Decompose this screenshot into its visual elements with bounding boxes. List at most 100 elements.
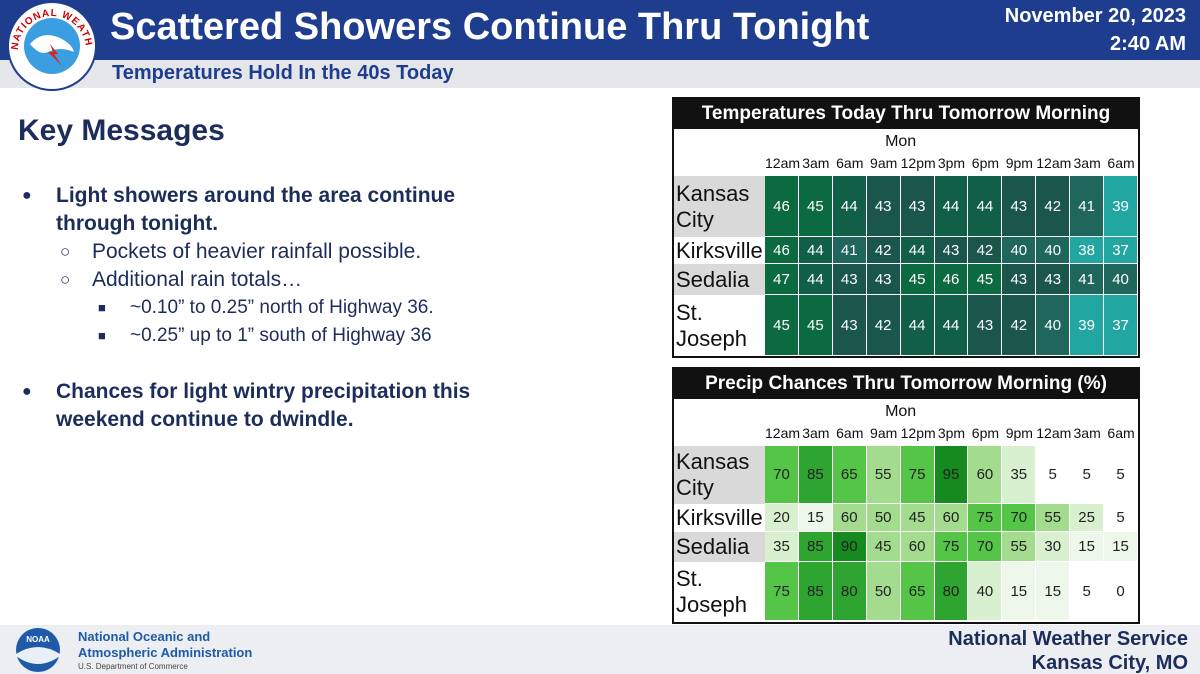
value-cell: 85	[798, 532, 833, 562]
value-cell: 40	[1036, 237, 1071, 264]
time-label: 3pm	[937, 425, 966, 441]
time-label: 12am	[1036, 155, 1072, 171]
value-cell: 43	[832, 295, 867, 356]
value-cell: 75	[900, 446, 935, 504]
value-cell: 42	[866, 237, 901, 264]
value-cell: 5	[1036, 446, 1071, 504]
value-cell: 43	[866, 176, 901, 237]
temperature-table: Temperatures Today Thru Tomorrow Morning…	[672, 97, 1140, 358]
date: November 20, 2023	[1004, 5, 1186, 27]
footer-bar	[0, 625, 1200, 674]
value-cell: 43	[900, 176, 935, 237]
bullet: Chances for light wintry precipitation t…	[22, 378, 522, 434]
value-cell: 40	[1002, 237, 1037, 264]
time-label: 3pm	[937, 155, 966, 171]
value-cell: 44	[798, 237, 833, 264]
station-label: Kirksville	[674, 237, 765, 264]
value-cell: 15	[1104, 532, 1138, 562]
value-cell: 43	[1002, 176, 1037, 237]
value-cell: 60	[934, 504, 969, 532]
noaa-line1: National Oceanic and	[78, 629, 211, 644]
noaa-logo-text: NOAA	[26, 635, 50, 644]
value-cell: 46	[765, 237, 799, 264]
time-label: 9pm	[1005, 425, 1033, 441]
title: Scattered Showers Continue Thru Tonight	[110, 6, 870, 48]
bullet: Light showers around the area continue t…	[22, 182, 522, 238]
time-label: 12pm	[900, 155, 936, 171]
time-label: 3am	[802, 425, 830, 441]
value-cell: 15	[1036, 562, 1071, 621]
value-cell: 0	[1104, 562, 1138, 621]
value-cell: 5	[1104, 504, 1138, 532]
value-cell: 44	[900, 237, 935, 264]
value-cell: 42	[1036, 176, 1071, 237]
value-cell: 45	[798, 176, 833, 237]
nws-name: National Weather Service	[948, 628, 1188, 650]
value-cell: 42	[866, 295, 901, 356]
time-label: 6pm	[971, 425, 1000, 441]
value-cell: 85	[798, 446, 833, 504]
value-cell: 45	[900, 504, 935, 532]
time-label: 12am	[765, 155, 801, 171]
value-cell: 41	[832, 237, 867, 264]
value-cell: 45	[900, 264, 935, 295]
value-cell: 60	[968, 446, 1003, 504]
noaa-line2: Atmospheric Administration	[78, 645, 253, 660]
value-cell: 70	[1002, 504, 1037, 532]
value-cell: 44	[798, 264, 833, 295]
value-cell: 46	[934, 264, 969, 295]
station-label: Kirksville	[674, 504, 765, 532]
time-label: 3am	[1073, 155, 1101, 171]
value-cell: 42	[1002, 295, 1037, 356]
value-cell: 43	[968, 295, 1003, 356]
station-label: St. Joseph	[674, 295, 765, 356]
value-cell: 44	[968, 176, 1003, 237]
department: U.S. Department of Commerce	[78, 662, 188, 671]
value-cell: 15	[1070, 532, 1105, 562]
sub-sub-bullet: ~0.25” up to 1” south of Highway 36	[22, 322, 522, 350]
value-cell: 65	[900, 562, 935, 621]
value-cell: 85	[798, 562, 833, 621]
station-label: Sedalia	[674, 264, 765, 295]
value-cell: 75	[968, 504, 1003, 532]
station-label: Sedalia	[674, 532, 765, 562]
value-cell: 50	[866, 504, 901, 532]
value-cell: 50	[866, 562, 901, 621]
sub-sub-bullet: ~0.10” to 0.25” north of Highway 36.	[22, 294, 522, 322]
bullet-list: Light showers around the area continue t…	[22, 182, 522, 434]
time-label: 6pm	[971, 155, 1000, 171]
value-cell: 70	[968, 532, 1003, 562]
value-cell: 43	[866, 264, 901, 295]
value-cell: 55	[866, 446, 901, 504]
time-label: 9am	[870, 155, 898, 171]
value-cell: 41	[1070, 264, 1105, 295]
station-label: Kansas City	[674, 176, 765, 237]
value-cell: 39	[1104, 176, 1138, 237]
value-cell: 43	[1002, 264, 1037, 295]
value-cell: 43	[1036, 264, 1071, 295]
value-cell: 40	[968, 562, 1003, 621]
noaa-logo: NOAA	[16, 628, 60, 672]
value-cell: 5	[1070, 446, 1105, 504]
value-cell: 20	[765, 504, 799, 532]
value-cell: 45	[968, 264, 1003, 295]
station-label: St. Joseph	[674, 562, 765, 621]
sub-bullet: Additional rain totals…	[22, 266, 522, 294]
precip-table: Precip Chances Thru Tomorrow Morning (%)…	[672, 367, 1140, 624]
time-label: 12am	[1036, 425, 1072, 441]
value-cell: 47	[765, 264, 799, 295]
value-cell: 5	[1070, 562, 1105, 621]
station-label: Kansas City	[674, 446, 765, 504]
value-cell: 80	[934, 562, 969, 621]
heading: Key Messages	[18, 114, 225, 147]
value-cell: 60	[832, 504, 867, 532]
time: 2:40 AM	[1110, 33, 1186, 55]
value-cell: 37	[1104, 237, 1138, 264]
value-cell: 75	[934, 532, 969, 562]
value-cell: 75	[765, 562, 799, 621]
value-cell: 5	[1104, 446, 1138, 504]
value-cell: 42	[968, 237, 1003, 264]
value-cell: 45	[798, 295, 833, 356]
value-cell: 15	[798, 504, 833, 532]
time-label: 6am	[1107, 155, 1135, 171]
